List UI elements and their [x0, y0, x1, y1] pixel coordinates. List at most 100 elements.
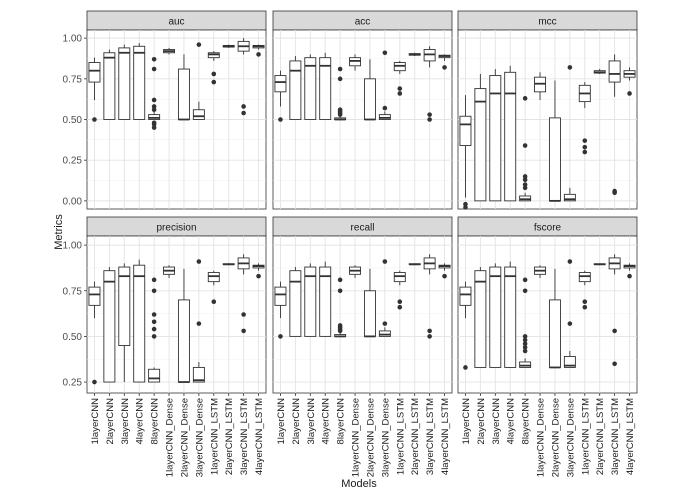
box-1layerCNN_Dense: [163, 265, 176, 278]
box-1layerCNN_LSTM: [207, 270, 220, 305]
box-iqr: [177, 299, 190, 383]
box-iqr: [88, 62, 101, 83]
box-iqr: [289, 270, 302, 337]
outlier-point: [463, 201, 468, 207]
box-iqr: [304, 57, 317, 120]
outlier-point: [151, 326, 157, 332]
outlier-point: [337, 107, 343, 113]
box-iqr: [118, 266, 131, 346]
x-tick-label: 3layerCNN_Dense: [565, 398, 576, 477]
panel-fscore: fscore: [457, 216, 638, 394]
box-iqr: [548, 117, 561, 202]
outlier-point: [442, 65, 447, 70]
box-iqr: [548, 299, 561, 368]
facet-strip-label: auc: [168, 17, 184, 28]
box-iqr: [274, 75, 287, 93]
outlier-point: [612, 361, 617, 367]
y-tick-label: 0.00: [63, 196, 83, 207]
box-iqr: [103, 52, 116, 120]
facet-strip-label: recall: [351, 223, 375, 234]
outlier-point: [522, 185, 528, 191]
outlier-point: [151, 277, 157, 283]
box-iqr: [578, 272, 591, 283]
x-tick-label: 3layerCNN: [306, 398, 317, 445]
x-tick-label: 2layerCNN_LSTM: [595, 398, 606, 475]
box-iqr: [474, 88, 487, 202]
x-tick-label: 2layerCNN_LSTM: [224, 398, 235, 475]
box-8layerCNN: [148, 277, 161, 383]
box-2layerCNN_Dense: [363, 268, 376, 338]
outlier-point: [151, 334, 157, 339]
box-iqr: [133, 45, 146, 120]
outlier-point: [337, 277, 343, 283]
box-2layerCNN_Dense: [177, 268, 190, 383]
outlier-point: [522, 182, 528, 187]
box-4layerCNN_LSTM: [623, 67, 636, 96]
outlier-point: [211, 79, 217, 85]
outlier-point: [627, 273, 632, 279]
box-iqr: [118, 47, 131, 120]
box-4layerCNN: [504, 65, 517, 202]
box-3layerCNN_Dense: [192, 259, 205, 383]
outlier-point: [582, 299, 588, 305]
box-3layerCNN_Dense: [192, 42, 205, 120]
x-tick-label: 1layerCNN_LSTM: [395, 398, 406, 475]
box-iqr: [88, 286, 101, 306]
box-1layerCNN_LSTM: [578, 82, 591, 155]
outlier-point: [241, 110, 246, 116]
x-tick-label: 8layerCNN: [150, 398, 161, 445]
outlier-point: [382, 321, 388, 326]
x-tick-label: 2layerCNN_LSTM: [410, 398, 421, 475]
box-3layerCNN_Dense: [563, 65, 576, 202]
outlier-point: [241, 328, 246, 334]
box-iqr: [563, 356, 576, 368]
x-tick-label: 2layerCNN: [291, 398, 302, 445]
outlier-point: [522, 143, 528, 148]
box-iqr: [489, 75, 502, 202]
x-tick-label: 1layerCNN_LSTM: [580, 398, 591, 475]
x-tick-label: 4layerCNN: [135, 398, 146, 445]
box-iqr: [207, 272, 220, 283]
x-axis-title: Models: [341, 478, 377, 490]
x-tick-label: 1layerCNN_LSTM: [209, 398, 220, 475]
box-3layerCNN: [489, 263, 502, 368]
box-4layerCNN: [133, 43, 146, 120]
outlier-point: [211, 299, 217, 305]
outlier-point: [567, 321, 573, 326]
outlier-point: [337, 323, 343, 328]
outlier-point: [427, 328, 432, 334]
outlier-point: [337, 112, 343, 117]
outlier-point: [151, 97, 157, 103]
outlier-point: [211, 71, 217, 77]
outlier-point: [196, 321, 202, 326]
box-4layerCNN: [133, 259, 146, 383]
box-iqr: [103, 270, 116, 383]
box-iqr: [474, 270, 487, 368]
outlier-point: [522, 348, 528, 354]
box-2layerCNN: [474, 267, 487, 368]
outlier-point: [151, 56, 157, 62]
facet-panels: auc 0.00 0.25 0.50 0.75 1.00 acc mcc precision 0.…: [63, 10, 638, 394]
outlier-point: [256, 52, 261, 57]
box-3layerCNN: [304, 263, 317, 337]
box-2layerCNN_LSTM: [408, 52, 421, 57]
x-tick-label: 8layerCNN: [336, 398, 347, 445]
outlier-point: [612, 328, 617, 334]
box-3layerCNN_Dense: [378, 259, 391, 337]
x-tick-label: 3layerCNN_Dense: [194, 398, 205, 477]
outlier-point: [196, 259, 202, 264]
outlier-point: [151, 122, 157, 127]
box-iqr: [519, 361, 532, 368]
box-iqr: [148, 368, 161, 383]
x-tick-labels: 1layerCNN 2layerCNN 3layerCNN 4layerCNN 8lay…: [90, 393, 636, 477]
outlier-point: [612, 190, 617, 196]
box-3layerCNN: [489, 69, 502, 202]
panel-acc: acc: [272, 10, 453, 210]
box-2layerCNN: [289, 267, 302, 337]
box-1layerCNN_Dense: [534, 265, 547, 278]
box-iqr: [304, 266, 317, 337]
outlier-point: [151, 107, 157, 113]
box-iqr: [393, 272, 406, 283]
panel-mcc: mcc: [457, 10, 638, 210]
